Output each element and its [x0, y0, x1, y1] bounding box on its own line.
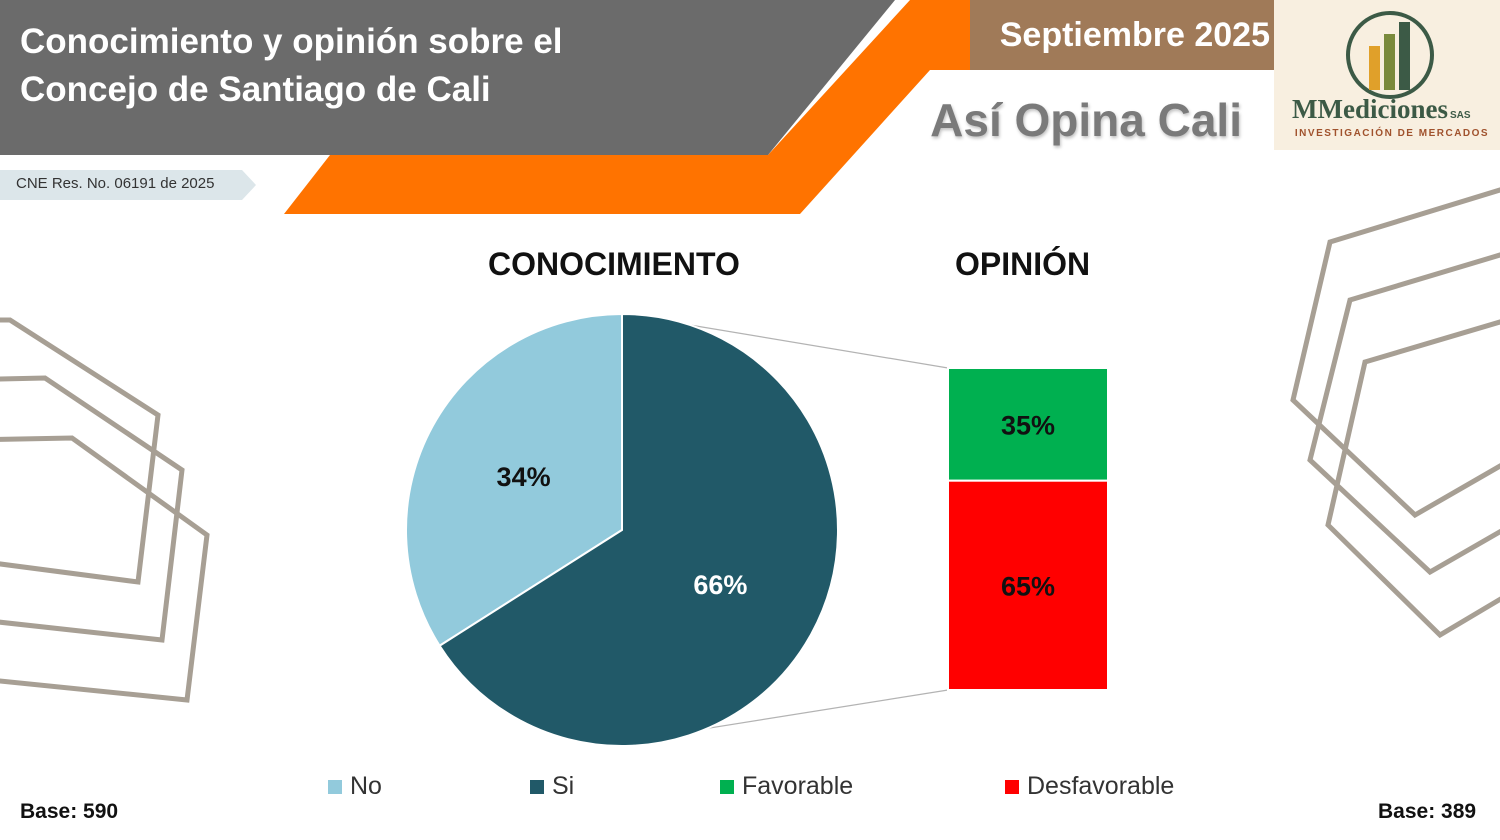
pie-slice-no — [405, 312, 623, 648]
bar-label-favorable: 35% — [1001, 410, 1055, 440]
logo-subtitle: INVESTIGACIÓN DE MERCADOS — [1294, 128, 1490, 139]
header-gray-block — [0, 0, 895, 155]
pie-label-si: 66% — [693, 570, 747, 600]
left-hexagon-1 — [0, 317, 161, 585]
legend-label-no: No — [350, 772, 382, 800]
pie-base: Base: 590 — [20, 800, 119, 823]
logo-name: MMediciones SAS — [1292, 94, 1500, 125]
bar-segment-favorable — [947, 367, 1109, 482]
legend-swatch-si — [530, 779, 544, 794]
legend-item-no: No — [328, 772, 382, 801]
logo-name-text: MMediciones — [1292, 94, 1448, 124]
legend-label-si: Si — [552, 772, 575, 800]
decorative-hexagons — [0, 187, 1500, 703]
right-hexagon-3 — [1325, 319, 1500, 639]
legend-label-favorable: Favorable — [742, 772, 854, 800]
orange-ribbon — [284, 0, 970, 214]
bar-chart-title: OPINIÓN — [955, 246, 1091, 282]
bar-base: Base: 389 — [1378, 800, 1477, 823]
page-title-line1: Conocimiento y opinión sobre el — [20, 22, 563, 61]
logo-suffix: SAS — [1449, 110, 1471, 121]
registry-text: CNE Res. No. 06191 de 2025 — [16, 175, 215, 192]
registry-tag — [0, 170, 256, 200]
legend-swatch-no — [328, 779, 342, 794]
pie-chart: 34% 66% — [405, 312, 839, 747]
tagline: Así Opina Cali — [930, 94, 1242, 146]
pie-label-no: 34% — [497, 462, 551, 492]
connector-line-top — [659, 319, 949, 369]
bar-segment-desfavorable — [947, 479, 1109, 692]
page-title-line2: Concejo de Santiago de Cali — [20, 70, 491, 109]
survey-date: Septiembre 2025 — [999, 16, 1270, 54]
legend-swatch-desfavorable — [1005, 779, 1019, 794]
legend-item-si: Si — [530, 772, 574, 801]
pie-slice-si — [438, 312, 839, 747]
right-hexagon-2 — [1307, 252, 1500, 576]
right-hexagon-1 — [1290, 187, 1500, 519]
date-banner — [970, 0, 1274, 70]
legend-item-desfavorable: Desfavorable — [1005, 772, 1174, 801]
logo-icon — [1346, 11, 1434, 99]
left-hexagon-2 — [0, 375, 185, 643]
pie-chart-title: CONOCIMIENTO — [488, 246, 740, 282]
stacked-bar-chart: 35% 65% — [947, 367, 1109, 692]
legend-swatch-favorable — [720, 779, 734, 794]
bar-label-desfavorable: 65% — [1001, 571, 1055, 601]
legend-label-desfavorable: Desfavorable — [1027, 772, 1175, 800]
left-hexagon-3 — [0, 435, 210, 703]
page-title: Conocimiento y opinión sobre el Concejo … — [20, 18, 720, 114]
legend-item-favorable: Favorable — [720, 772, 853, 801]
